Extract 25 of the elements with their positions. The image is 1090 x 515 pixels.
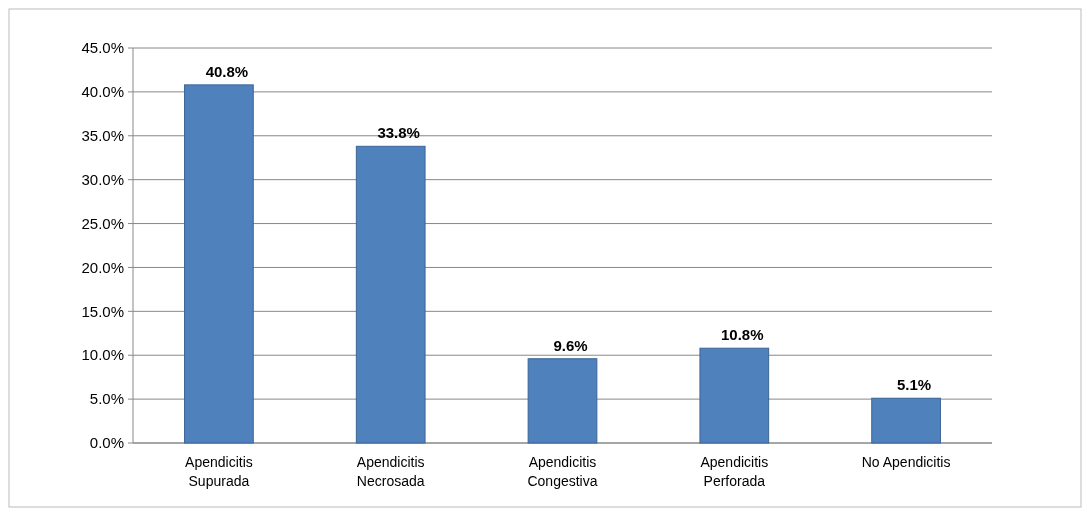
data-label: 40.8% xyxy=(205,62,249,80)
y-tick-label: 25.0% xyxy=(81,214,124,232)
x-tick-label: Apendicitis Perforada xyxy=(700,454,769,489)
y-tick-label: 15.0% xyxy=(81,302,124,320)
data-label: 9.6% xyxy=(553,336,588,354)
y-tick-label: 20.0% xyxy=(81,258,124,276)
data-label: 33.8% xyxy=(377,124,420,142)
y-tick-label: 40.0% xyxy=(81,83,124,101)
x-tick-label: Apendicitis Congestiva xyxy=(527,454,598,489)
x-tick-label: Apendicitis Supurada xyxy=(185,454,253,489)
x-tick-label: Apendicitis Necrosada xyxy=(356,454,425,489)
x-tick-label: No Apendicitis xyxy=(861,454,951,470)
y-tick-label: 45.0% xyxy=(81,39,124,57)
bar xyxy=(184,84,254,444)
bar xyxy=(699,347,770,444)
data-label: 10.8% xyxy=(721,326,764,344)
data-label: 5.1% xyxy=(897,376,932,394)
y-tick-label: 30.0% xyxy=(81,170,124,188)
bar xyxy=(355,145,426,444)
bar xyxy=(527,358,598,444)
y-tick-label: 0.0% xyxy=(89,434,124,452)
y-tick-label: 5.0% xyxy=(89,390,124,408)
y-tick-label: 35.0% xyxy=(81,127,124,145)
y-tick-label: 10.0% xyxy=(81,346,124,364)
bar xyxy=(871,397,941,444)
